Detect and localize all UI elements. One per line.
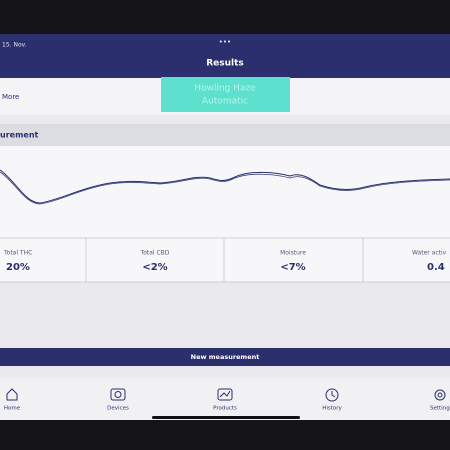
history-icon-hands	[331, 391, 336, 398]
strain-name: Howling Haze	[194, 84, 256, 94]
header-bar	[0, 34, 450, 78]
stat-value: 20%	[6, 262, 30, 273]
stat-label: Moisture	[280, 250, 306, 257]
home-indicator	[152, 416, 300, 419]
settings-icon	[434, 389, 446, 401]
strain-mode: Automatic	[202, 97, 248, 107]
nav-item[interactable]: Products	[213, 406, 237, 412]
status-dots: •••	[219, 38, 231, 46]
spectrum-line-2	[0, 171, 450, 205]
stat-label: Water activ	[412, 250, 447, 257]
devices-icon	[110, 388, 126, 401]
more-button[interactable]: More	[2, 93, 19, 101]
home-icon	[6, 388, 18, 401]
spectrum-line	[0, 169, 450, 204]
header-title: Results	[206, 59, 244, 69]
devices-icon-dot	[114, 391, 122, 398]
stats-bg	[0, 238, 450, 282]
stat-value: <2%	[142, 262, 167, 273]
nav-bar	[0, 378, 450, 420]
button-label: New measurement	[191, 353, 260, 361]
stats-row	[0, 237, 450, 283]
stat-value: <7%	[280, 262, 305, 273]
nav-item[interactable]: History	[322, 406, 342, 412]
status-date: 15. Nov.	[2, 42, 27, 49]
measurement-header	[0, 124, 450, 146]
nav-item[interactable]: Home	[4, 406, 21, 412]
stat-label: Total CBD	[140, 250, 170, 257]
measurement-title: urement	[0, 131, 39, 140]
nav-item[interactable]: Setting	[430, 406, 450, 412]
products-icon-line	[219, 390, 231, 398]
strain-badge[interactable]	[161, 77, 290, 112]
nav-item[interactable]: Devices	[107, 406, 129, 412]
new-measurement-button[interactable]	[0, 348, 450, 366]
nav-icons	[6, 388, 446, 402]
history-icon	[325, 388, 339, 402]
products-icon	[217, 388, 233, 401]
settings-icon-center	[437, 392, 443, 398]
chart-area	[0, 146, 450, 238]
stat-label: Total THC	[3, 250, 32, 257]
stat-value: 0.4	[427, 262, 445, 273]
